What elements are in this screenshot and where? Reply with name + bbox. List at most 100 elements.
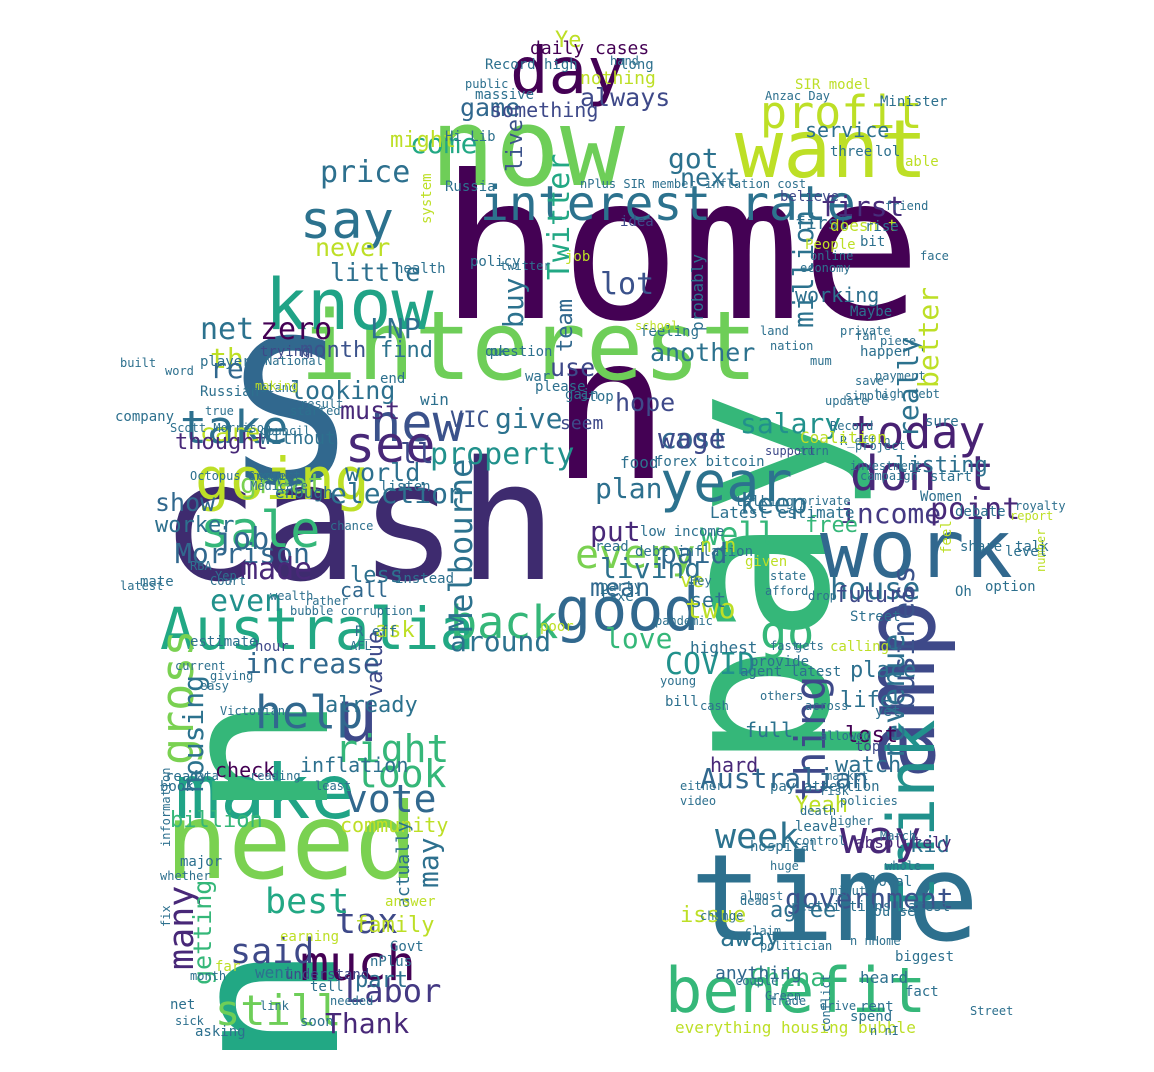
word-275: read [595, 539, 629, 555]
word-30: don t [850, 446, 995, 502]
word-72: first [820, 190, 905, 223]
word-84: little [330, 258, 421, 287]
word-172: Women [920, 489, 963, 505]
word-202: happen [860, 344, 911, 360]
word-298: death [800, 804, 837, 818]
word-37: go [760, 606, 815, 659]
word-355: save [855, 374, 884, 388]
word-88: even [210, 584, 283, 619]
word-20: going [195, 445, 370, 513]
word-190: bill [665, 694, 699, 710]
word-322: National [265, 354, 323, 368]
word-208: highest [690, 638, 758, 657]
word-267: face [920, 249, 949, 263]
word-157: SIR model [795, 77, 871, 93]
word-101: living [600, 552, 702, 585]
word-127: listing [895, 453, 988, 478]
word-32: help [255, 686, 364, 739]
word-256: Hi Lib [445, 129, 496, 145]
word-278: feeling [640, 324, 700, 340]
word-61: price [320, 155, 411, 190]
word-308: talking [735, 494, 795, 510]
word-219: heard [860, 968, 909, 987]
word-254: massive [475, 87, 535, 103]
word-304: afford [765, 584, 809, 598]
word-323: making [255, 379, 299, 393]
word-183: probably [688, 253, 707, 331]
word-189: far [215, 959, 241, 975]
word-134: issue [680, 903, 747, 928]
word-316: current [175, 659, 226, 673]
word-287: trade [770, 994, 807, 1008]
word-74: well [700, 515, 778, 553]
word-83: never [315, 233, 391, 262]
word-115: live [503, 119, 528, 172]
word-98: love [605, 622, 673, 655]
word-163: n n [700, 533, 737, 557]
word-63: net [200, 312, 255, 347]
word-87: made [240, 552, 313, 587]
word-273: forex bitcoin [655, 454, 765, 470]
word-92: worker [155, 513, 235, 538]
word-125: watch [835, 753, 902, 778]
word-56: house [830, 572, 921, 607]
word-133: agree [770, 898, 837, 923]
word-353: update [825, 394, 869, 408]
word-178: end [380, 371, 406, 387]
word-297: market [825, 769, 869, 783]
word-137: part [355, 968, 408, 993]
word-264: People [805, 237, 856, 253]
word-311: estimate [190, 634, 258, 650]
word-228: Govt [390, 939, 424, 955]
word-300: across [805, 699, 849, 713]
word-234: link [260, 999, 289, 1013]
word-118: working [795, 283, 880, 307]
word-246: mate [140, 574, 174, 590]
word-329: listen [380, 479, 431, 495]
word-174: restrictions Latest [790, 899, 951, 915]
word-271: ok [490, 344, 507, 360]
word-176: player [200, 354, 251, 370]
word-75: paid [660, 537, 728, 570]
word-21: Australia [160, 595, 475, 663]
word-358: investment [850, 459, 923, 473]
word-352: n nHome [850, 934, 901, 948]
word-317: giving [210, 669, 254, 683]
word-185: tell [310, 979, 344, 995]
word-212: yet [875, 704, 901, 720]
word-86: job [215, 522, 270, 557]
word-8: time [690, 830, 979, 969]
word-236: net [170, 997, 196, 1013]
word-266: lol [875, 144, 901, 160]
word-191: easy [200, 679, 229, 693]
word-168: Coalition [800, 428, 887, 447]
word-169: support [765, 444, 816, 458]
word-235: month [190, 969, 227, 983]
word-332: rather [305, 594, 349, 608]
word-285: almost [740, 889, 784, 903]
word-159: inflation cost [705, 177, 807, 191]
word-277: gain [565, 387, 599, 403]
word-41: right [335, 727, 450, 771]
word-335: Hey [690, 574, 712, 588]
word-330: instead [395, 571, 455, 587]
word-116: Ye [555, 28, 582, 53]
word-22: good [555, 575, 700, 645]
word-213: top [855, 739, 881, 755]
word-216: huge [770, 859, 799, 873]
word-143: community [340, 813, 449, 837]
word-263: economy [800, 261, 851, 275]
word-309: debt inflation [635, 544, 754, 560]
word-113: next [680, 163, 741, 192]
word-295: higher [830, 814, 874, 828]
word-272: war [525, 369, 551, 385]
word-149: two [685, 592, 736, 625]
word-242: ready [165, 769, 208, 785]
word-248: company [115, 409, 175, 425]
word-44: look [355, 752, 447, 796]
word-229: answer [385, 894, 436, 910]
word-166: Latest estimate [710, 503, 855, 522]
word-130: away [720, 923, 781, 952]
word-181: first [795, 213, 850, 234]
word-238: major [180, 854, 223, 870]
